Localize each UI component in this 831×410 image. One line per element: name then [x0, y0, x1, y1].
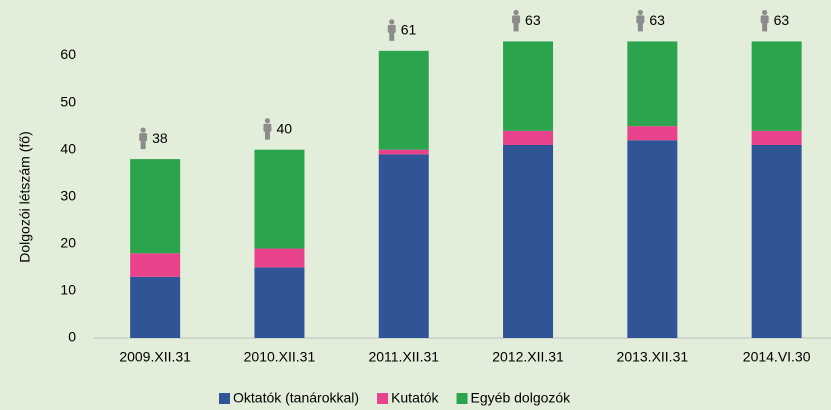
icon-head	[140, 127, 146, 133]
bar-segment	[751, 41, 802, 131]
total-label: 63	[525, 12, 541, 28]
bar-segment	[503, 41, 554, 131]
legend-label: Oktatók (tanárokkal)	[233, 390, 359, 406]
icon-head	[637, 9, 643, 16]
icon-legs	[762, 22, 768, 32]
icon-legs	[389, 31, 395, 41]
bar-segment	[254, 267, 305, 338]
icon-legs	[140, 140, 146, 150]
bar-segment	[378, 50, 429, 150]
icon-legs	[513, 22, 519, 32]
icon-body	[263, 123, 272, 132]
icon-legs	[264, 130, 270, 140]
icon-body	[512, 15, 521, 24]
icon-body	[387, 24, 396, 33]
bar-segment	[130, 253, 181, 277]
bar-segment	[378, 149, 429, 155]
person-icon	[387, 19, 396, 41]
icon-body	[139, 133, 148, 142]
person-icon	[636, 9, 645, 32]
total-label: 38	[152, 130, 168, 146]
icon-body	[636, 15, 645, 24]
y-axis-label: Dolgozói létszám (fő)	[17, 131, 33, 263]
y-tick-label: 0	[68, 329, 76, 345]
bar-segment	[627, 140, 678, 338]
icon-legs	[637, 22, 643, 32]
person-icon	[139, 127, 148, 150]
total-label: 63	[649, 12, 665, 28]
y-tick-label: 30	[60, 187, 76, 203]
bar-segment	[627, 126, 678, 141]
x-tick-label: 2009.XII.31	[119, 349, 191, 365]
x-tick-label: 2013.XII.31	[617, 349, 689, 365]
bar-segment	[503, 130, 554, 145]
y-tick-label: 20	[60, 235, 76, 251]
y-tick-label: 50	[60, 93, 76, 109]
icon-body	[760, 15, 769, 24]
x-tick-label: 2011.XII.31	[368, 349, 439, 365]
y-tick-label: 10	[60, 282, 76, 298]
total-label: 40	[276, 120, 292, 136]
bar-segment	[378, 154, 429, 338]
x-tick-label: 2012.XII.31	[492, 349, 564, 365]
legend-label: Egyéb dolgozók	[471, 390, 572, 406]
bar-segment	[751, 130, 802, 145]
bar-segment	[627, 41, 678, 127]
y-tick-label: 60	[60, 46, 76, 62]
bar-segment	[254, 248, 305, 268]
icon-head	[513, 9, 519, 16]
legend-label: Kutatók	[391, 390, 439, 406]
icon-head	[264, 118, 271, 124]
person-icon	[760, 9, 769, 32]
bar-segment	[254, 149, 305, 249]
bar-segment	[130, 159, 181, 254]
legend-swatch	[377, 393, 389, 404]
total-label: 61	[401, 22, 417, 38]
bar-segment	[130, 276, 181, 338]
person-icon	[263, 118, 272, 140]
legend-swatch	[456, 393, 468, 404]
y-tick-label: 40	[60, 140, 76, 156]
total-label: 63	[774, 12, 790, 28]
x-tick-label: 2014.VI.30	[743, 349, 811, 365]
icon-head	[389, 19, 395, 25]
bar-segment	[503, 144, 554, 338]
icon-head	[762, 9, 768, 16]
bar-segment	[751, 144, 802, 338]
legend-swatch	[219, 393, 230, 404]
x-tick-label: 2010.XII.31	[244, 349, 316, 365]
person-icon	[512, 9, 521, 32]
